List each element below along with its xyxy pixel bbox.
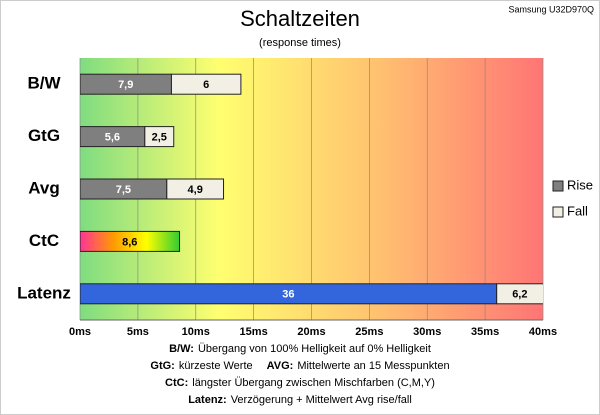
value-label: 7,5: [116, 184, 131, 196]
bar-segment: [166, 178, 225, 200]
value-label: 2,5: [152, 132, 167, 144]
note-term: B/W:: [169, 343, 194, 355]
bar-segment: [144, 126, 175, 148]
chart-title: Schaltzeiten: [240, 6, 360, 31]
x-tick-label: 20ms: [297, 326, 325, 338]
note: CtC: längster Übergang zwischen Mischfarb…: [165, 377, 435, 389]
legend-swatch: [552, 206, 564, 218]
value-label: 6: [203, 79, 209, 91]
x-tick-label: 30ms: [413, 326, 441, 338]
legend-label: Rise: [567, 177, 593, 192]
note-term: AVG:: [267, 360, 294, 372]
bars: [80, 73, 543, 305]
category-label: CtC: [29, 231, 59, 250]
x-tick-label: 25ms: [355, 326, 383, 338]
value-label: 8,6: [122, 236, 137, 248]
note: B/W: Übergang von 100% Helligkeit auf 0% …: [169, 343, 431, 355]
category-label: Latenz: [17, 283, 71, 302]
note-term: CtC:: [165, 377, 188, 389]
legend-swatch: [552, 180, 564, 192]
value-label: 36: [282, 289, 294, 301]
corner-note: Samsung U32D970Q: [508, 4, 594, 14]
category-label: B/W: [27, 74, 61, 93]
value-label: 5,6: [105, 132, 120, 144]
legend-label: Fall: [567, 203, 588, 218]
x-tick-label: 0ms: [69, 326, 91, 338]
x-tick-label: 40ms: [529, 326, 557, 338]
note: Latenz: Verzögerung + Mittelwert Avg rise…: [188, 394, 412, 406]
category-label: Avg: [28, 178, 60, 197]
note-term: Latenz:: [188, 394, 227, 406]
note: GtG: kürzeste Werte AVG: Mittelwerte an 15 …: [150, 360, 449, 372]
category-label: GtG: [28, 126, 60, 145]
x-tick-label: 15ms: [240, 326, 268, 338]
note-text: Verzögerung + Mittelwert Avg rise/fall: [231, 394, 412, 406]
x-tick-label: 10ms: [182, 326, 210, 338]
value-label: 7,9: [118, 79, 133, 91]
chart-subtitle: (response times): [259, 37, 341, 49]
bar-segment: [80, 230, 181, 252]
note-text: Mittelwerte an 15 Messpunkten: [297, 360, 449, 372]
x-tick-label: 35ms: [471, 326, 499, 338]
value-label: 6,2: [512, 289, 527, 301]
x-tick-label: 5ms: [127, 326, 149, 338]
bar-segment: [170, 73, 242, 95]
note-term: GtG:: [150, 360, 174, 372]
note-text: kürzeste Werte: [179, 360, 253, 372]
note-text: längster Übergang zwischen Mischfarben (…: [192, 377, 435, 389]
value-label: 4,9: [188, 184, 203, 196]
note-text: Übergang von 100% Helligkeit auf 0% Hell…: [198, 343, 431, 355]
bar-segment: [496, 283, 543, 305]
